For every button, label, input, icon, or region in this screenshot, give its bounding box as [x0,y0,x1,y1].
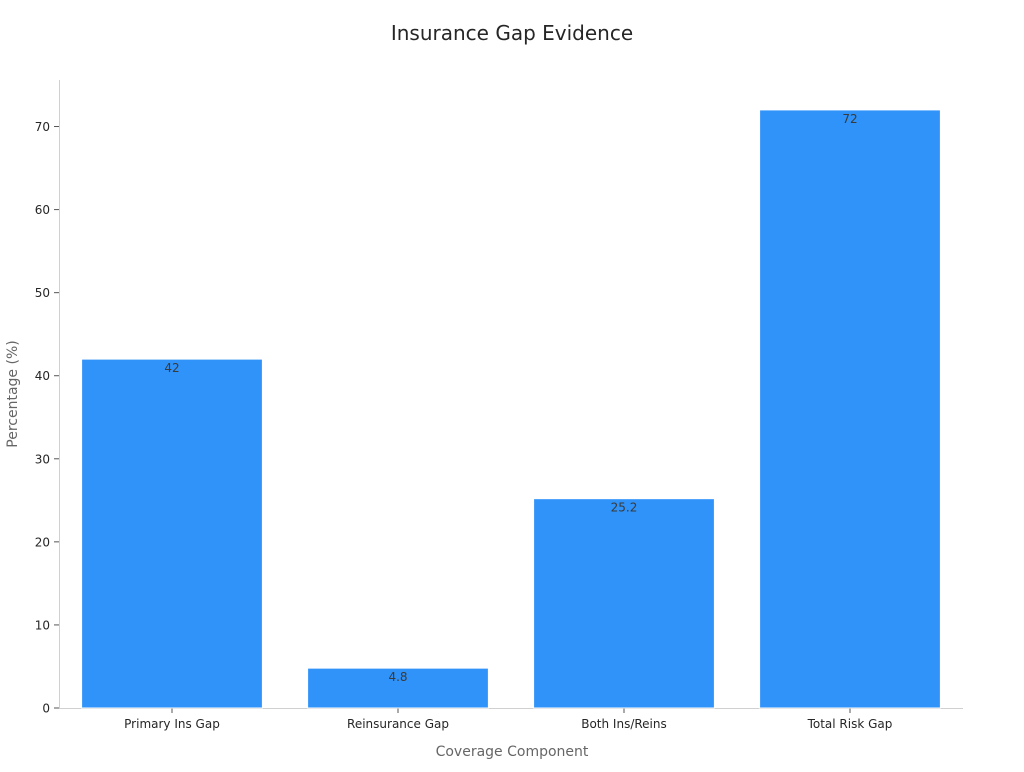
x-axis-label: Coverage Component [436,744,589,760]
y-axis-ticks: 0 10 20 30 40 50 60 70 [35,120,59,716]
bar-data-label: 4.8 [388,670,407,684]
y-tick-label: 60 [35,203,50,217]
y-tick-label: 0 [42,702,50,716]
bar-data-label: 25.2 [611,501,638,515]
chart-title: Insurance Gap Evidence [391,21,633,45]
bar-data-label: 42 [164,361,179,375]
y-tick-label: 70 [35,120,50,134]
y-tick-label: 10 [35,618,50,632]
bar [759,109,941,709]
x-tick-label: Both Ins/Reins [581,717,667,731]
bar [81,358,263,709]
bar-data-label: 72 [842,112,857,126]
x-tick-label: Reinsurance Gap [347,717,449,731]
y-tick-label: 30 [35,452,50,466]
y-tick-label: 20 [35,535,50,549]
x-tick-label: Primary Ins Gap [124,717,220,731]
bar [307,667,489,709]
bar [533,498,715,709]
bar-data-labels: 42 4.8 25.2 72 [164,112,857,684]
x-axis-ticks: Primary Ins Gap Reinsurance Gap Both Ins/R… [124,708,892,731]
y-axis-label: Percentage (%) [5,340,21,447]
y-tick-label: 40 [35,369,50,383]
bar-series [81,109,941,709]
y-tick-label: 50 [35,286,50,300]
x-tick-label: Total Risk Gap [807,717,893,731]
